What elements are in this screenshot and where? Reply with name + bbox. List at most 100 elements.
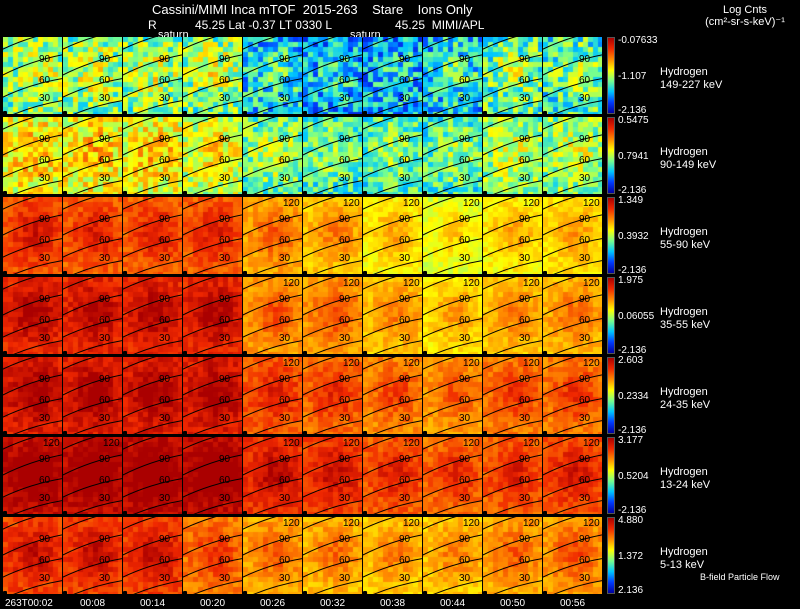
intensity-pixels <box>423 117 482 194</box>
contour-label: 120 <box>463 358 480 369</box>
plot-header: Cassini/MIMI Inca mTOF 2015-263 Stare Io… <box>0 0 800 41</box>
contour-label: 30 <box>159 173 171 184</box>
contour-label: 120 <box>103 438 120 449</box>
contour-label: 90 <box>519 534 531 545</box>
contour-label: 60 <box>159 475 171 486</box>
intensity-pixels <box>303 357 362 434</box>
contour-label: 120 <box>523 358 540 369</box>
pitch-angle-contours: 90 60 30 <box>303 117 362 194</box>
contour-label: 90 <box>399 54 411 65</box>
boresight-marker <box>123 351 127 354</box>
contour-line <box>483 478 542 498</box>
contour-label: 90 <box>459 374 471 385</box>
contour-line <box>123 158 182 178</box>
boresight-marker <box>543 351 547 354</box>
contour-label: 60 <box>39 235 51 246</box>
contour-label: 60 <box>159 235 171 246</box>
energy-image-panel: 90 60 30 120 <box>363 517 422 594</box>
contour-label: 120 <box>463 198 480 209</box>
contour-line <box>3 558 62 578</box>
contour-line <box>363 357 397 370</box>
species-label: Hydrogen <box>660 146 708 158</box>
contour-line <box>243 357 277 370</box>
boresight-marker <box>483 351 487 354</box>
energy-image-panel: 90 60 30 120 <box>483 357 542 434</box>
intensity-pixels <box>303 517 362 594</box>
intensity-pixels <box>243 437 302 514</box>
contour-label: 30 <box>219 333 231 344</box>
contour-line <box>493 580 542 594</box>
energy-image-panel: 90 60 30 120 <box>363 437 422 514</box>
contour-label: 90 <box>219 294 231 305</box>
energy-image-panel: 90 60 30 <box>183 437 242 514</box>
contour-line <box>183 517 217 530</box>
energy-image-panel: 90 60 30 <box>183 37 242 114</box>
contour-label: 60 <box>399 155 411 166</box>
contour-line <box>243 134 302 156</box>
contour-line <box>243 478 302 498</box>
contour-label: 90 <box>159 454 171 465</box>
energy-image-panel: 90 60 30 120 <box>543 437 602 514</box>
contour-label: 30 <box>39 413 51 424</box>
energy-image-panel: 90 60 30 <box>63 117 122 194</box>
contour-label: 60 <box>519 475 531 486</box>
intensity-pixels <box>63 197 122 274</box>
pitch-angle-contours: 90 60 30 <box>183 517 242 594</box>
contour-line <box>73 580 122 594</box>
intensity-pixels <box>183 437 242 514</box>
contour-line <box>63 558 122 578</box>
contour-label: 90 <box>159 374 171 385</box>
boresight-marker <box>183 351 187 354</box>
boresight-marker <box>303 591 307 594</box>
contour-label: 90 <box>99 134 111 145</box>
contour-label: 30 <box>519 173 531 184</box>
boresight-marker <box>303 511 307 514</box>
contour-line <box>63 294 122 316</box>
contour-line <box>3 294 62 316</box>
contour-line <box>253 580 302 594</box>
contour-label: 30 <box>339 413 351 424</box>
intensity-pixels <box>363 197 422 274</box>
contour-label: 60 <box>279 315 291 326</box>
boresight-marker <box>363 431 367 434</box>
contour-line <box>133 100 182 114</box>
contour-label: 60 <box>519 555 531 566</box>
pitch-angle-contours: 90 60 30 120 <box>363 437 422 514</box>
boresight-marker <box>363 191 367 194</box>
intensity-pixels <box>543 277 602 354</box>
boresight-marker <box>483 591 487 594</box>
contour-line <box>303 277 337 290</box>
contour-line <box>543 374 602 396</box>
energy-image-panel: 90 60 30 120 <box>303 197 362 274</box>
boresight-marker <box>243 191 247 194</box>
pitch-angle-contours: 90 60 30 120 <box>363 517 422 594</box>
energy-image-panel: 90 60 30 <box>3 277 62 354</box>
contour-line <box>253 500 302 514</box>
intensity-pixels <box>363 277 422 354</box>
pitch-angle-contours: 90 60 30 <box>63 357 122 434</box>
contour-label: 60 <box>159 155 171 166</box>
contour-label: 30 <box>519 573 531 584</box>
intensity-pixels <box>423 277 482 354</box>
contour-line <box>423 318 482 338</box>
time-tick-label: 00:32 <box>320 598 346 609</box>
contour-label: 90 <box>159 534 171 545</box>
contour-label: 90 <box>39 534 51 545</box>
contour-line <box>183 54 242 76</box>
contour-line <box>493 420 542 434</box>
pitch-angle-contours: 90 60 30 <box>123 357 182 434</box>
energy-image-panel: 90 60 30 <box>123 437 182 514</box>
contour-label: 30 <box>579 93 591 104</box>
energy-image-panel: 90 60 30 <box>123 37 182 114</box>
contour-line <box>543 134 602 156</box>
pitch-angle-contours: 90 60 30 120 <box>423 437 482 514</box>
boresight-marker <box>3 511 7 514</box>
contour-line <box>313 580 362 594</box>
contour-line <box>133 500 182 514</box>
pitch-angle-contours: 90 60 30 <box>63 37 122 114</box>
contour-label: 90 <box>459 54 471 65</box>
boresight-marker <box>423 511 427 514</box>
contour-line <box>193 100 242 114</box>
pitch-angle-contours: 90 60 30 <box>63 277 122 354</box>
energy-image-panel: 90 60 30 <box>123 517 182 594</box>
